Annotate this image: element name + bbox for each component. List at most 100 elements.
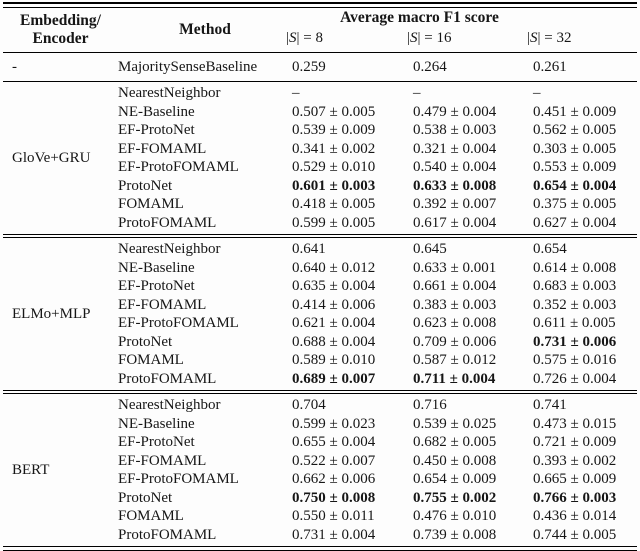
method-cell: EF-FOMAML [118, 296, 207, 313]
math-var-S: S [410, 30, 418, 46]
f1-value-cell: 0.750 ± 0.008 [292, 489, 376, 506]
math-var-S: S [530, 30, 538, 46]
section-separator-rule [3, 234, 637, 238]
method-cell: EF-ProtoNet [118, 278, 195, 294]
table-header: Embedding/ Encoder Method Average macro … [3, 8, 637, 52]
f1-value-cell: 0.654 ± 0.004 [533, 177, 617, 194]
method-cell: ProtoFOMAML [118, 370, 217, 387]
f1-value-cell: 0.392 ± 0.007 [413, 196, 497, 212]
method-cell: NearestNeighbor [118, 241, 221, 257]
table-body: - MajoritySenseBaseline 0.259 0.264 0.261 Glo… [3, 53, 637, 546]
encoder-label: ELMo+MLP [12, 305, 91, 322]
subcol-row: |S| = 8 |S| = 16 |S| = 32 [286, 30, 637, 47]
f1-value-cell: 0.662 ± 0.006 [292, 471, 376, 487]
subcol-header-1: |S| = 16 [407, 30, 452, 46]
f1-value-cell: 0.654 [533, 241, 567, 257]
f1-value-cell: 0.621 ± 0.004 [292, 315, 376, 331]
section-separator-rule [3, 81, 637, 82]
section-separator-rule [3, 390, 637, 394]
method-cell: ProtoNet [118, 489, 173, 506]
f1-value-cell: 0.617 ± 0.004 [413, 214, 497, 231]
f1-value-cell: 0.645 [413, 241, 447, 257]
method-cell: ProtoFOMAML [118, 526, 217, 543]
f1-value-cell: 0.633 ± 0.008 [413, 177, 497, 194]
f1-value-cell: 0.623 ± 0.008 [413, 315, 497, 331]
f1-value-cell: 0.611 ± 0.005 [533, 315, 616, 331]
header-separator-rule [3, 52, 637, 53]
f1-value-cell: 0.633 ± 0.001 [413, 259, 497, 276]
f1-value-cell: 0.539 ± 0.009 [292, 122, 376, 138]
f1-value-cell: 0.641 [292, 241, 326, 257]
f1-value-cell: 0.683 ± 0.003 [533, 278, 617, 294]
f1-value-cell: 0.352 ± 0.003 [533, 296, 617, 313]
f1-value-cell: 0.375 ± 0.005 [533, 196, 617, 212]
f1-value-cell: 0.522 ± 0.007 [292, 452, 376, 469]
f1-value-cell: 0.689 ± 0.007 [292, 370, 376, 387]
f1-value-cell: 0.627 ± 0.004 [533, 214, 617, 231]
method-cell: EF-ProtoFOMAML [118, 471, 239, 487]
header-embedding-line1: Embedding/ [20, 12, 101, 29]
f1-value-cell: 0.418 ± 0.005 [292, 196, 376, 212]
f1-value-cell: 0.479 ± 0.004 [413, 103, 497, 120]
table-top-rule [3, 2, 637, 8]
f1-value-cell: 0.341 ± 0.002 [292, 140, 376, 157]
f1-value-cell: 0.436 ± 0.014 [533, 508, 617, 524]
encoder-section-0: - MajoritySenseBaseline 0.259 0.264 0.261 [3, 53, 637, 81]
table-bottom-rule [3, 546, 637, 551]
f1-value-cell: – [292, 85, 300, 101]
f1-value-cell: – [413, 85, 421, 101]
subcol-header-0: |S| = 8 [286, 30, 323, 46]
f1-value-cell: 0.739 ± 0.008 [413, 526, 497, 543]
f1-value-cell: 0.383 ± 0.003 [413, 296, 497, 313]
f1-value-cell: 0.744 ± 0.005 [533, 526, 617, 543]
f1-value-cell: 0.539 ± 0.025 [413, 415, 497, 432]
f1-value-cell: 0.562 ± 0.005 [533, 122, 617, 138]
f1-value-cell: 0.614 ± 0.008 [533, 259, 617, 276]
f1-value-cell: 0.601 ± 0.003 [292, 177, 376, 194]
encoder-section-1: GloVe+GRU NearestNeighbor – – – NE-Baseline 0.… [3, 82, 637, 234]
f1-value-cell: 0.688 ± 0.004 [292, 333, 376, 350]
method-cell: EF-FOMAML [118, 452, 207, 469]
method-cell: MajoritySenseBaseline [118, 59, 258, 75]
f1-value-cell: 0.726 ± 0.004 [533, 370, 617, 387]
f1-value-cell: 0.393 ± 0.002 [533, 452, 617, 469]
method-cell: NE-Baseline [118, 415, 195, 432]
f1-value-cell: 0.640 ± 0.012 [292, 259, 376, 276]
f1-value-cell: 0.550 ± 0.011 [292, 508, 375, 524]
f1-value-cell: – [533, 85, 541, 101]
f1-value-cell: 0.709 ± 0.006 [413, 333, 497, 350]
f1-value-cell: 0.661 ± 0.004 [413, 278, 497, 294]
f1-value-cell: 0.711 ± 0.004 [413, 370, 496, 387]
encoder-label: - [12, 59, 17, 75]
method-cell: NE-Baseline [118, 259, 195, 276]
method-cell: NE-Baseline [118, 103, 195, 120]
f1-value-cell: 0.587 ± 0.012 [413, 352, 497, 368]
f1-value-cell: 0.721 ± 0.009 [533, 434, 617, 450]
f1-value-cell: 0.731 ± 0.004 [292, 526, 376, 543]
f1-value-cell: 0.731 ± 0.006 [533, 333, 617, 350]
method-cell: NearestNeighbor [118, 85, 221, 101]
header-f1-group-title: Average macro F1 score [340, 9, 499, 26]
results-table: Embedding/ Encoder Method Average macro … [3, 2, 637, 551]
encoder-label: BERT [12, 461, 50, 478]
method-cell: EF-ProtoNet [118, 434, 195, 450]
f1-value-cell: 0.665 ± 0.009 [533, 471, 617, 487]
f1-value-cell: 0.261 [533, 59, 567, 75]
f1-value-cell: 0.538 ± 0.003 [413, 122, 497, 138]
math-var-S: S [289, 30, 297, 46]
f1-value-cell: 0.321 ± 0.004 [413, 140, 497, 157]
encoder-label: GloVe+GRU [12, 149, 91, 166]
f1-value-cell: 0.741 [533, 397, 567, 413]
f1-value-cell: 0.553 ± 0.009 [533, 159, 617, 175]
f1-value-cell: 0.766 ± 0.003 [533, 489, 617, 506]
method-cell: ProtoFOMAML [118, 214, 217, 231]
f1-value-cell: 0.264 [413, 59, 447, 75]
header-embedding-encoder: Embedding/ Encoder [3, 8, 118, 52]
f1-value-cell: 0.716 [413, 397, 447, 413]
method-cell: ProtoNet [118, 333, 173, 350]
f1-value-cell: 0.755 ± 0.002 [413, 489, 497, 506]
f1-value-cell: 0.473 ± 0.015 [533, 415, 617, 432]
method-cell: NearestNeighbor [118, 397, 221, 413]
method-cell: EF-ProtoFOMAML [118, 159, 239, 175]
